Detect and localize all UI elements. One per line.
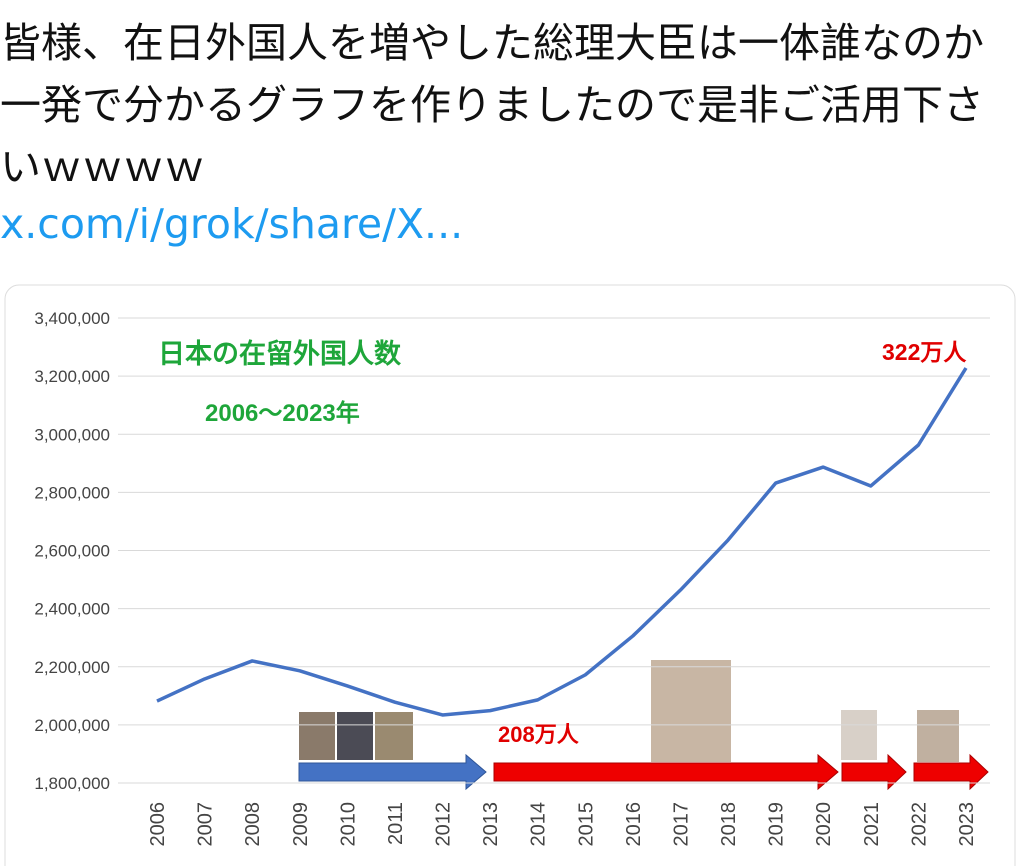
x-tick-label: 2012 (433, 802, 455, 847)
post-text: 皆様、在日外国人を増やした総理大臣は一体誰なのか一発で分かるグラフを作りましたの… (0, 19, 984, 191)
x-tick-label: 2006 (147, 802, 169, 847)
x-tick-label: 2008 (242, 802, 264, 847)
photos (299, 660, 959, 762)
x-tick-label: 2019 (766, 802, 788, 847)
y-tick-label: 2,000,000 (34, 716, 110, 735)
y-tick-label: 2,400,000 (34, 600, 110, 619)
y-tick-label: 2,200,000 (34, 658, 110, 677)
series-line (156, 367, 968, 717)
y-tick-label: 3,400,000 (34, 309, 110, 328)
annotation: 208万人 (498, 722, 579, 747)
x-tick-label: 2011 (385, 802, 407, 845)
x-tick-label: 2023 (956, 802, 978, 847)
x-tick-label: 2007 (195, 802, 217, 847)
x-tick-label: 2016 (623, 802, 645, 847)
annotation: 日本の在留外国人数 (158, 339, 402, 369)
x-tick-label: 2015 (575, 802, 597, 847)
y-tick-label: 2,600,000 (34, 542, 110, 561)
y-tick-label: 2,800,000 (34, 483, 110, 502)
x-tick-label: 2013 (480, 802, 502, 847)
x-tick-label: 2009 (290, 802, 312, 847)
x-tick-label: 2014 (528, 802, 550, 847)
post-link[interactable]: x.com/i/grok/share/X... (0, 200, 464, 248)
arrows (298, 753, 989, 791)
x-tick-label: 2022 (908, 802, 930, 847)
chart-frame (4, 284, 1016, 866)
y-tick-label: 3,200,000 (34, 367, 110, 386)
x-tick-label: 2020 (813, 802, 835, 847)
x-tick-label: 2018 (718, 802, 740, 847)
y-tick-label: 1,800,000 (34, 774, 110, 793)
y-tick-label: 3,000,000 (34, 425, 110, 444)
x-tick-label: 2017 (670, 802, 692, 847)
annotation: 322万人 (882, 339, 967, 365)
annotation: 2006〜2023年 (205, 399, 360, 427)
x-tick-label: 2021 (861, 802, 883, 847)
x-tick-label: 2010 (337, 802, 359, 847)
